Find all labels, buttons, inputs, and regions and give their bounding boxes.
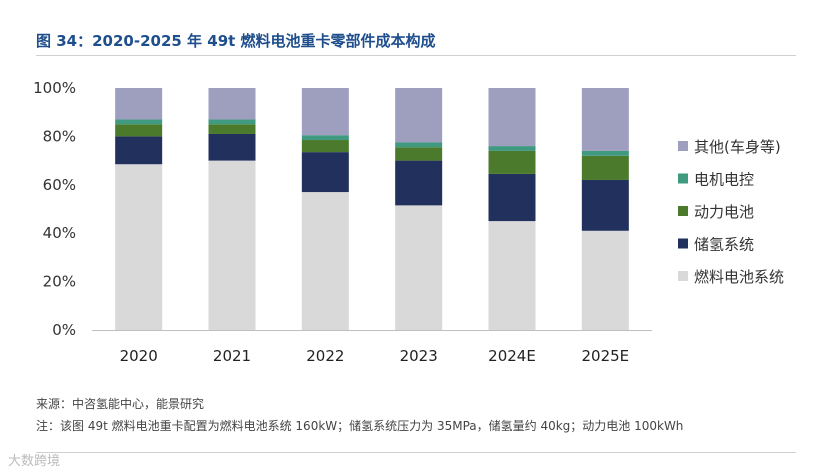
y-tick-label: 0% [52,321,76,339]
bar-segment-fuel_cell_system [581,230,629,330]
legend-label: 其他(车身等) [694,138,781,156]
bar-segment-fuel_cell_system [301,192,349,330]
bar-segment-other [115,88,163,120]
legend-label: 动力电池 [694,203,754,221]
bar-stack-2024E [488,88,536,330]
legend-swatch [678,238,688,249]
bar-segment-power_battery [208,124,256,134]
bar-segment-other [301,88,349,136]
y-tick-label: 40% [43,224,76,242]
bar-segment-power_battery [581,155,629,180]
bar-stack-2022 [301,88,349,330]
bar-segment-power_battery [488,150,536,174]
bar-segment-fuel_cell_system [115,164,163,330]
bar-segment-hydrogen_storage [488,173,536,222]
legend-swatch [678,173,688,184]
x-tick-label: 2022 [306,347,344,365]
bar-segment-other [581,88,629,151]
bar-segment-fuel_cell_system [488,221,536,330]
legend-label: 电机电控 [694,171,754,189]
bar-stack-2021 [208,88,256,330]
x-axis: 2020 2021 2022 2023 2024E 2025E [92,330,652,365]
bar-segment-hydrogen_storage [301,152,349,193]
bar-segment-hydrogen_storage [581,179,629,231]
source-note: 来源：中咨氢能中心，能景研究 [36,397,205,411]
bar-segment-other [208,88,256,120]
x-tick-label: 2024E [488,347,536,365]
y-tick-label: 80% [43,127,76,145]
chart-title: 图 34：2020-2025 年 49t 燃料电池重卡零部件成本构成 [36,32,436,50]
legend-swatch [678,141,688,151]
legend-swatch [678,271,688,281]
config-note: 注：该图 49t 燃料电池重卡配置为燃料电池系统 160kW；储氢系统压力为 3… [36,419,684,433]
y-tick-label: 20% [43,273,76,291]
legend-item-fuel_cell_system: 燃料电池系统 [678,268,784,286]
bar-segment-motor_control [301,135,349,141]
bar-segment-other [488,88,536,147]
bar-segment-power_battery [395,147,443,161]
stacked-bar-chart: 0% 20% 40% 60% 80% 100% 2020 2021 2022 2023 2024E… [33,79,784,365]
legend-label: 储氢系统 [694,236,754,254]
bar-segment-motor_control [581,150,629,156]
bars [115,88,629,330]
bar-segment-hydrogen_storage [395,160,443,206]
y-axis: 0% 20% 40% 60% 80% 100% [33,79,76,339]
x-tick-label: 2023 [400,347,438,365]
legend-swatch [678,206,688,216]
bar-stack-2020 [115,88,163,330]
bar-segment-motor_control [115,119,163,125]
bar-segment-motor_control [208,119,256,125]
bar-segment-fuel_cell_system [208,160,256,330]
x-tick-label: 2021 [213,347,251,365]
bar-segment-fuel_cell_system [395,205,443,330]
bar-segment-motor_control [488,146,536,151]
bar-stack-2025E [581,88,629,330]
x-tick-label: 2025E [582,347,630,365]
bar-segment-power_battery [301,140,349,153]
bar-stack-2023 [395,88,443,330]
legend-item-hydrogen_storage: 储氢系统 [678,236,754,254]
legend-item-other: 其他(车身等) [678,138,781,156]
footer-divider [36,452,796,453]
y-tick-label: 100% [33,79,76,97]
title-divider [36,55,796,56]
bar-segment-hydrogen_storage [115,136,163,165]
legend-label: 燃料电池系统 [694,268,784,286]
x-tick-label: 2020 [120,347,158,365]
bar-segment-hydrogen_storage [208,133,256,161]
bar-segment-motor_control [395,142,443,148]
brand-mark: 大数跨境 [8,454,61,469]
bar-segment-power_battery [115,124,163,137]
legend-item-motor_control: 电机电控 [678,171,754,189]
bar-segment-other [395,88,443,143]
legend-item-power_battery: 动力电池 [678,203,754,221]
y-tick-label: 60% [43,176,76,194]
